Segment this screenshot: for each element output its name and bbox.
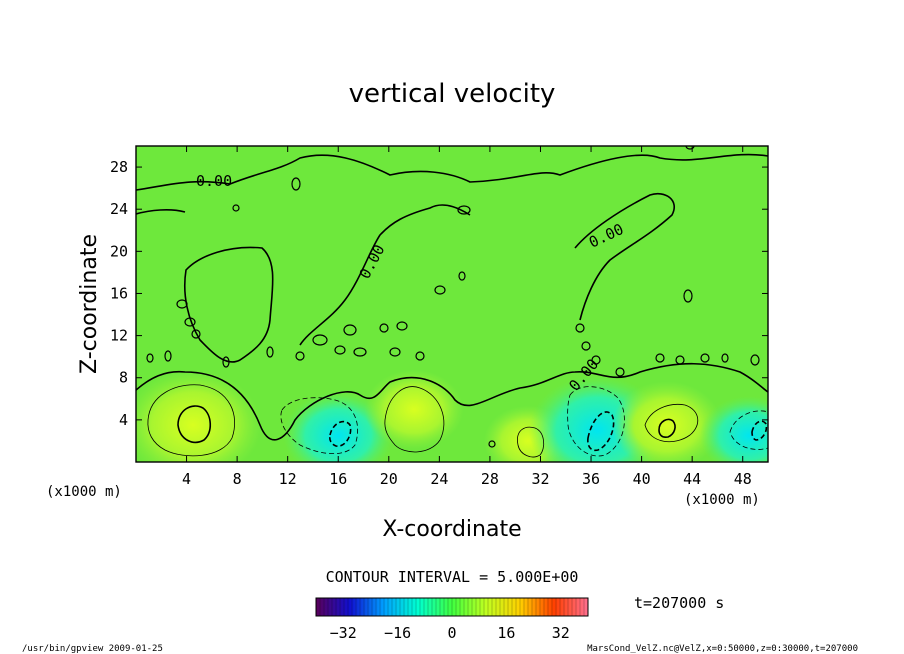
y-tick-label: 16 (110, 284, 128, 302)
y-tick-label: 24 (110, 200, 128, 218)
contour-neg-b-inner (587, 411, 615, 452)
contour-lines (136, 146, 768, 458)
x-unit-left: (x1000 m) (46, 484, 122, 500)
contour-five-a (147, 384, 236, 457)
colorbar-tick-label: 16 (497, 624, 515, 642)
x-tick-label: 40 (633, 470, 651, 488)
contour-zero-right (574, 193, 675, 321)
colorbar (316, 598, 588, 616)
contour-five-d (644, 403, 699, 443)
colorbar-ticks: −32 −16 0 16 32 (330, 624, 570, 642)
contour-zero-lower (136, 362, 768, 441)
heatmap-field (136, 369, 768, 462)
colorbar-tick-label: 0 (447, 624, 456, 642)
plot-frame (135, 145, 769, 463)
y-axis: 4 8 12 16 20 24 28 (110, 158, 768, 429)
y-tick-label: 8 (119, 369, 128, 387)
contour-neg-a-inner (328, 420, 352, 447)
contour-ten-a (177, 405, 212, 444)
contour-small-loops (146, 146, 760, 448)
x-tick-label: 44 (683, 470, 701, 488)
x-tick-label: 36 (582, 470, 600, 488)
colorbar-frame (315, 597, 589, 617)
x-tick-label: 20 (380, 470, 398, 488)
contour-ten-d (658, 418, 676, 438)
y-tick-label: 20 (110, 242, 128, 260)
contour-five-c (517, 426, 545, 458)
x-tick-label: 48 (734, 470, 752, 488)
y-tick-label: 4 (119, 411, 128, 429)
heat-extremum-0 (136, 370, 262, 462)
contour-zero-center (299, 204, 471, 346)
x-tick-label: 12 (279, 470, 297, 488)
contour-neg-a (280, 397, 359, 455)
footer-left: /usr/bin/gpview 2009-01-25 (22, 644, 163, 654)
colorbar-gradient (316, 598, 588, 616)
contour-interval-text: CONTOUR INTERVAL = 5.000E+00 (326, 568, 579, 586)
y-tick-label: 28 (110, 158, 128, 176)
x-axis-title: X-coordinate (382, 517, 521, 542)
time-label: t=207000 s (634, 594, 724, 612)
heat-extremum-2 (364, 369, 464, 449)
contour-label-1: 0.00 (196, 172, 232, 190)
y-tick-label: 12 (110, 327, 128, 345)
y-axis-title: Z-coordinate (77, 234, 102, 374)
x-tick-label: 4 (182, 470, 191, 488)
x-tick-label: 8 (233, 470, 242, 488)
chart-title: vertical velocity (349, 79, 556, 109)
x-unit-right: (x1000 m) (684, 492, 760, 508)
heat-extremum-5 (611, 381, 722, 462)
x-tick-label: 28 (481, 470, 499, 488)
x-tick-label: 16 (329, 470, 347, 488)
contour-zero-upper (136, 153, 768, 191)
contour-neg-c-inner (751, 420, 768, 441)
colorbar-tick-label: −32 (330, 624, 357, 642)
x-axis: 4 8 12 16 20 24 28 32 36 40 44 48 (182, 146, 752, 488)
heat-extremum-6 (699, 396, 768, 462)
x-tick-label: 32 (531, 470, 549, 488)
footer-right: MarsCond_VelZ.nc@VelZ,x=0:50000,z=0:3000… (587, 644, 858, 654)
colorbar-tick-label: −16 (384, 624, 411, 642)
contour-neg-c (729, 410, 768, 450)
contour-five-b (384, 386, 445, 453)
x-tick-label: 24 (430, 470, 448, 488)
colorbar-tick-label: 32 (552, 624, 570, 642)
contour-zero-middle (136, 209, 274, 363)
